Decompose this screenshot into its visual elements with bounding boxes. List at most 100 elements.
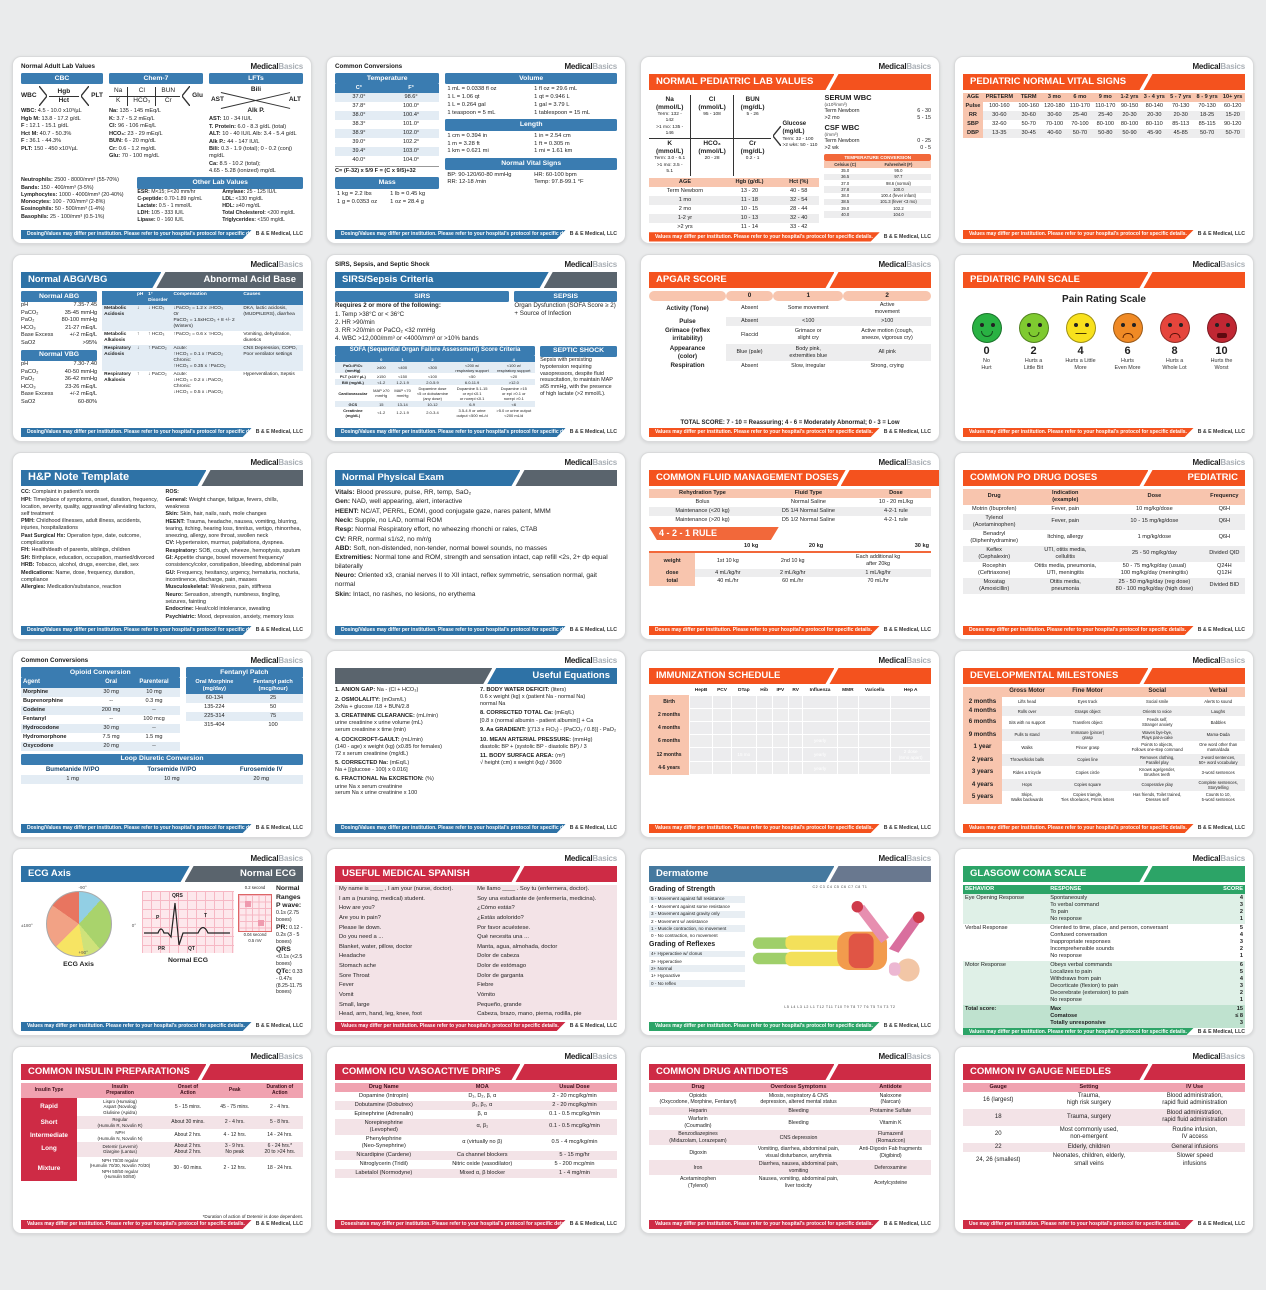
table: BEHAVIOR RESPONSE SCORE Eye Opening Respons…	[963, 885, 1245, 1028]
table-row: Morphine 30 mg 10 mg	[21, 687, 180, 697]
cell: Most commonly used, non-emergent	[1059, 1126, 1119, 1141]
cell: 2.0-5.9	[426, 379, 439, 385]
cell: Vitamin K	[879, 1119, 902, 1126]
cell: Flaccid	[741, 331, 759, 338]
cell: Nicardipine (Cardene)	[335, 1150, 433, 1160]
brand-light: Basics	[1220, 260, 1245, 269]
table-row: Motrin (Ibuprofen) Fever, pain 10 mg/kg/do…	[963, 505, 1245, 514]
pediatric-subtitle: PEDIATRIC	[1143, 470, 1245, 486]
table-row: Hydromorphone 7.5 mg 1.5 mg	[21, 733, 180, 742]
cell: 1 mL/kg/hr	[825, 568, 931, 578]
lft-header: LFTs	[208, 73, 303, 85]
card-title-banner: COMMON INSULIN PREPARATIONS	[21, 1064, 303, 1080]
table-row: 39.0° 102.2°	[335, 138, 439, 147]
column-header: F°	[382, 84, 440, 94]
line: BP: 90-120/60-80 mmHg	[447, 171, 512, 178]
table-row: Birth	[649, 694, 931, 709]
loop-diuretic-header: Loop Diuretic Conversion	[21, 753, 303, 766]
column-header: Fahrenheit (F)	[865, 161, 931, 168]
cell	[711, 720, 733, 735]
cell: Benadryl (Diphenhydramine)	[970, 530, 1018, 544]
line: BUN: 6 - 20 mg/dL	[108, 138, 156, 145]
card-header: MedicalBasics	[963, 62, 1245, 72]
cell: 30 mg	[103, 724, 119, 731]
table-row: 16 (largest) Trauma, high risk surgery Bloo…	[963, 1092, 1245, 1109]
cell: 4 months	[963, 706, 1002, 716]
cell: Norepinephrine (Levophed)	[335, 1118, 433, 1135]
line: 5 - 26	[746, 112, 759, 118]
apgar-total-score: TOTAL SCORE: 7 - 10 = Reassuring; 4 - 6 …	[680, 420, 900, 427]
cell	[787, 707, 804, 722]
line: 4 - Movement against some resistance	[651, 903, 730, 909]
cell	[857, 733, 892, 748]
line: Respiratory: SOB, cough, wheeze, hemopty…	[165, 547, 301, 554]
serum-wbc-title: SERUM WBC	[824, 93, 872, 102]
dermatome-body: Grading of Strength 5 - Movement against…	[649, 885, 931, 1022]
cell: ↓ PaCO₂	[148, 371, 167, 377]
ped-fishbone-grid: Na (mmol/L) Term: 132 - 142 >1 mo: 135 - 1…	[649, 95, 772, 177]
cell: Waves bye-bye, Plays pat-a-cake	[1123, 728, 1192, 741]
column-header: Peak	[212, 1083, 257, 1098]
line: PaCO₂ 35-45 mmHg	[21, 309, 98, 316]
cell: Headache	[335, 952, 474, 962]
cell: DKA, lactic acidosis, (MUDPILERS), diarrh…	[243, 305, 295, 317]
line: 8. CORRECTED TOTAL Ca: (mEq/L) [0.8 x (no…	[480, 710, 594, 724]
line: 3 - Movement against gravity only	[649, 910, 745, 918]
company-name: B & E Medical, LLC	[883, 1221, 931, 1228]
column-header: 0	[725, 291, 774, 301]
cell	[802, 707, 838, 722]
cell: Divided BID	[1203, 577, 1245, 594]
cell: Creatinine (mg/dL)	[343, 407, 363, 418]
acid-base-table: pH 1° Disorder Compensation Causes Metabolic A…	[102, 291, 303, 428]
table-row: >2 yrs 11 - 14 33 - 42	[649, 223, 819, 232]
company-name: B & E Medical, LLC	[569, 1221, 617, 1228]
column-header: Bumetanide IV/PO	[45, 766, 100, 774]
cell	[857, 720, 892, 735]
normal-ranges-values: P wave: 0.1s (2.75 boxes) PR: 0.12 - 0.2s…	[276, 902, 303, 996]
fentanyl-table: Oral Morphine (mg/day) Fentanyl patch (mcg/…	[185, 678, 303, 730]
brand-bold: Medical	[1192, 62, 1221, 71]
column-header: Fluid Type	[755, 489, 861, 498]
cell: 2 months	[649, 708, 690, 722]
column-header: 4	[492, 356, 536, 363]
line: Bands: 150 - 400/mm³ (3-5%)	[21, 184, 94, 191]
column-header: Influenza	[809, 688, 831, 693]
cell: 6-9	[469, 401, 475, 407]
cell: 80-100	[1096, 120, 1114, 127]
line: Requires 2 or more of the following:	[335, 302, 441, 310]
cell: 40 mL/hr	[717, 578, 739, 585]
septic-shock-text: Sepsis with persisting hypotension requi…	[540, 357, 617, 398]
brand-light: Basics	[906, 62, 931, 71]
cell: Digoxin	[689, 1149, 707, 1156]
card-header: MedicalBasics	[21, 1052, 303, 1062]
card-mini-title: Common Conversions	[335, 63, 403, 71]
cell: <100	[773, 316, 844, 327]
temp-conversion-table: Celsius (C) Fahrenheit (F) 35.0 95.0 36.5 97.…	[824, 161, 931, 218]
cell: Absent	[741, 305, 758, 312]
cell: 2 dose (6mo apart)	[890, 746, 931, 763]
disclaimer: Values may differ per institution. Pleas…	[335, 1022, 566, 1031]
line: 1 qt = 0.946 L	[534, 94, 570, 101]
line: Glucose (mg/dL)	[782, 121, 807, 135]
line: HCO₃ (mmol/L)	[698, 140, 726, 156]
brand-logo: MedicalBasics	[1192, 854, 1245, 864]
gcs-table: BEHAVIOR RESPONSE SCORE Eye Opening Respons…	[963, 885, 1245, 1028]
cell: Copies triangle, Ties shoelaces, Prints l…	[1060, 792, 1115, 803]
cell: 30-60	[1015, 110, 1042, 120]
cell	[771, 707, 789, 722]
line: Skin: Skin, hair, nails, rash, mole chan…	[165, 511, 267, 518]
page-title: GLASGOW COMA SCALE	[963, 866, 1148, 882]
cell	[836, 761, 859, 776]
strength-grades: 5 - Movement against full resistance 4 - …	[649, 895, 745, 940]
brand-logo: MedicalBasics	[878, 1052, 931, 1062]
temperature-header: Temperature	[335, 73, 440, 85]
cell	[771, 733, 789, 748]
table-row: GCS 15 13-14 10-12 6-9 <6	[335, 401, 536, 408]
cell: Eye Opening Response	[965, 894, 1025, 901]
table-row: Moxatag (Amoxicillin) Otitis media, pneumon…	[963, 577, 1245, 594]
disclaimer: Dosing/Values may differ per institution…	[21, 824, 252, 833]
table-row: Do you need a ... Qué necesita una ...	[335, 933, 617, 943]
page-title: Useful Equations	[487, 668, 617, 684]
table: pH 1° Disorder Compensation Causes Metabolic A…	[102, 291, 303, 397]
table-row: 225-314 75	[185, 712, 303, 722]
